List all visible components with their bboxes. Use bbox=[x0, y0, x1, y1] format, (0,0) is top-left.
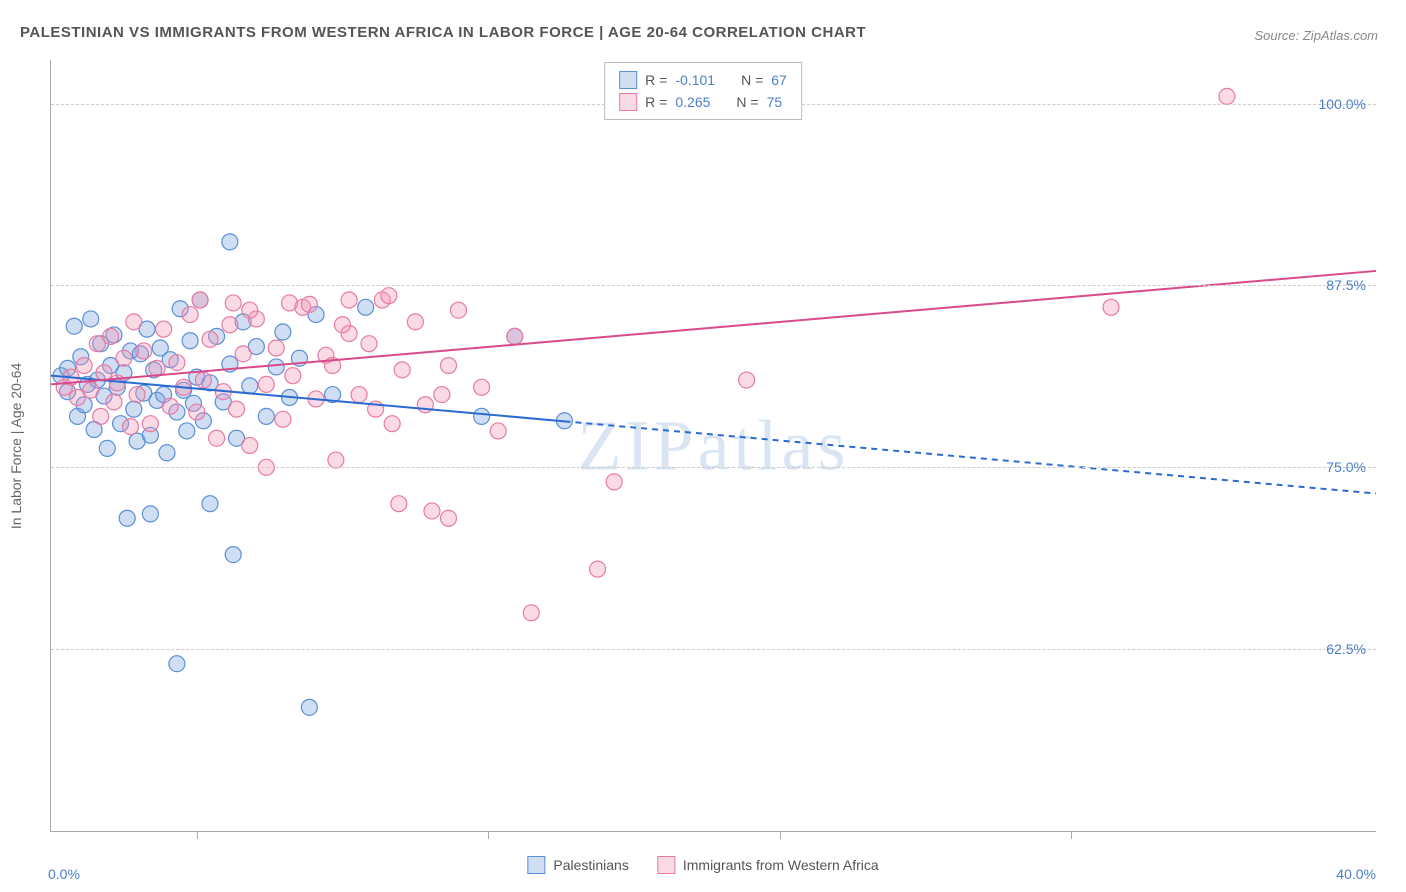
legend-swatch bbox=[619, 93, 637, 111]
y-axis-label: In Labor Force | Age 20-64 bbox=[8, 363, 24, 529]
y-tick-label: 75.0% bbox=[1326, 459, 1366, 475]
y-tick-label: 62.5% bbox=[1326, 641, 1366, 657]
legend-swatch bbox=[619, 71, 637, 89]
legend-series-label: Palestinians bbox=[553, 857, 629, 873]
x-tick-label: 0.0% bbox=[48, 866, 80, 882]
legend-n-label: N = bbox=[741, 72, 763, 88]
legend-r-label: R = bbox=[645, 72, 667, 88]
chart-source: Source: ZipAtlas.com bbox=[1254, 28, 1378, 43]
legend-n-value: 75 bbox=[767, 94, 783, 110]
legend-item: Palestinians bbox=[527, 856, 629, 874]
legend-stats: R = -0.101 N = 67 R = 0.265 N = 75 bbox=[604, 62, 802, 120]
chart-container: PALESTINIAN VS IMMIGRANTS FROM WESTERN A… bbox=[0, 0, 1406, 892]
legend-r-value: -0.101 bbox=[675, 72, 715, 88]
legend-series-label: Immigrants from Western Africa bbox=[683, 857, 879, 873]
y-tick-label: 87.5% bbox=[1326, 277, 1366, 293]
x-tick-label: 40.0% bbox=[1336, 866, 1376, 882]
chart-title: PALESTINIAN VS IMMIGRANTS FROM WESTERN A… bbox=[20, 24, 866, 41]
legend-n-value: 67 bbox=[771, 72, 787, 88]
legend-stats-row: R = -0.101 N = 67 bbox=[619, 69, 787, 91]
plot-area: ZIPatlas 62.5%75.0%87.5%100.0% bbox=[50, 60, 1376, 832]
legend-series: Palestinians Immigrants from Western Afr… bbox=[527, 856, 878, 874]
scatter-svg bbox=[51, 60, 1376, 831]
y-tick-label: 100.0% bbox=[1319, 96, 1366, 112]
legend-r-label: R = bbox=[645, 94, 667, 110]
legend-stats-row: R = 0.265 N = 75 bbox=[619, 91, 787, 113]
legend-item: Immigrants from Western Africa bbox=[657, 856, 879, 874]
legend-swatch bbox=[527, 856, 545, 874]
legend-r-value: 0.265 bbox=[675, 94, 710, 110]
legend-swatch bbox=[657, 856, 675, 874]
legend-n-label: N = bbox=[736, 94, 758, 110]
